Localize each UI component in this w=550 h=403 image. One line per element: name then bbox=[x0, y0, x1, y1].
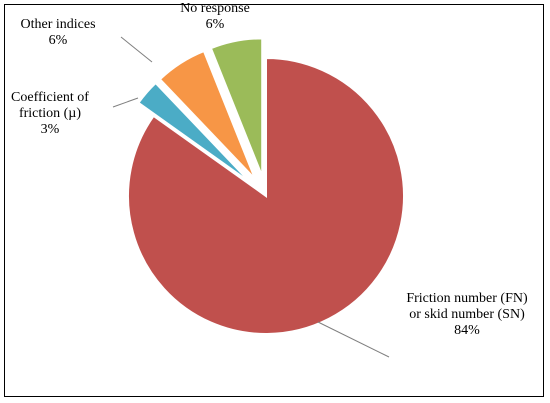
slice-percent-label: 3% bbox=[41, 122, 60, 137]
slice-name-label: Coefficient of bbox=[11, 90, 89, 105]
leader-line bbox=[112, 97, 139, 108]
slice-label: No response 6% bbox=[180, 1, 250, 32]
pie-slice bbox=[127, 56, 405, 335]
leader-line bbox=[317, 321, 390, 358]
slice-label: Coefficient of friction (µ) 3% bbox=[11, 90, 89, 137]
slice-name-label: friction (µ) bbox=[19, 106, 81, 121]
slice-name-label: Other indices bbox=[20, 17, 95, 32]
slice-name-label: or skid number (SN) bbox=[409, 307, 525, 322]
pie-slice bbox=[209, 37, 264, 177]
leader-line bbox=[120, 36, 153, 63]
slice-percent-label: 84% bbox=[454, 323, 480, 338]
slice-label: Other indices 6% bbox=[20, 17, 95, 48]
slice-labels: Friction number (FN) or skid number (SN) 8… bbox=[11, 1, 528, 338]
slice-label: Friction number (FN) or skid number (SN) 8… bbox=[406, 291, 528, 338]
slice-percent-label: 6% bbox=[206, 17, 225, 32]
slice-name-label: Friction number (FN) bbox=[406, 291, 528, 306]
pie-slice bbox=[137, 81, 252, 184]
leader-lines bbox=[112, 36, 390, 358]
slice-name-label: No response bbox=[180, 1, 250, 16]
pie-slice bbox=[158, 49, 257, 180]
pie-slices bbox=[127, 37, 405, 335]
slice-percent-label: 6% bbox=[49, 33, 68, 48]
